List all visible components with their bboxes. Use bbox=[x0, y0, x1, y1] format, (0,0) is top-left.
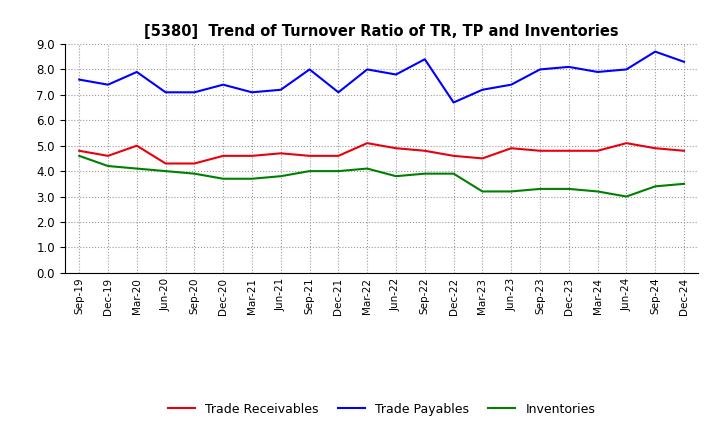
Inventories bbox=[104, 163, 112, 169]
Trade Receivables bbox=[478, 156, 487, 161]
Inventories bbox=[536, 186, 544, 191]
Trade Receivables bbox=[564, 148, 573, 154]
Trade Receivables bbox=[392, 146, 400, 151]
Inventories bbox=[651, 184, 660, 189]
Title: [5380]  Trend of Turnover Ratio of TR, TP and Inventories: [5380] Trend of Turnover Ratio of TR, TP… bbox=[144, 24, 619, 39]
Inventories bbox=[334, 169, 343, 174]
Inventories bbox=[420, 171, 429, 176]
Trade Payables bbox=[363, 67, 372, 72]
Trade Payables bbox=[334, 90, 343, 95]
Trade Receivables bbox=[449, 153, 458, 158]
Trade Payables bbox=[680, 59, 688, 64]
Inventories bbox=[564, 186, 573, 191]
Trade Payables bbox=[622, 67, 631, 72]
Inventories bbox=[75, 153, 84, 158]
Trade Receivables bbox=[248, 153, 256, 158]
Trade Payables bbox=[536, 67, 544, 72]
Trade Payables bbox=[305, 67, 314, 72]
Inventories bbox=[363, 166, 372, 171]
Inventories bbox=[248, 176, 256, 181]
Inventories bbox=[622, 194, 631, 199]
Inventories bbox=[276, 173, 285, 179]
Trade Payables bbox=[161, 90, 170, 95]
Trade Receivables bbox=[680, 148, 688, 154]
Line: Inventories: Inventories bbox=[79, 156, 684, 197]
Trade Receivables bbox=[593, 148, 602, 154]
Trade Receivables bbox=[334, 153, 343, 158]
Trade Payables bbox=[219, 82, 228, 87]
Trade Payables bbox=[75, 77, 84, 82]
Trade Receivables bbox=[276, 150, 285, 156]
Inventories bbox=[449, 171, 458, 176]
Inventories bbox=[593, 189, 602, 194]
Trade Payables bbox=[593, 70, 602, 75]
Trade Payables bbox=[564, 64, 573, 70]
Trade Receivables bbox=[651, 146, 660, 151]
Inventories bbox=[305, 169, 314, 174]
Trade Receivables bbox=[161, 161, 170, 166]
Trade Payables bbox=[132, 70, 141, 75]
Inventories bbox=[507, 189, 516, 194]
Trade Payables bbox=[449, 100, 458, 105]
Inventories bbox=[680, 181, 688, 187]
Line: Trade Receivables: Trade Receivables bbox=[79, 143, 684, 164]
Trade Payables bbox=[507, 82, 516, 87]
Inventories bbox=[219, 176, 228, 181]
Inventories bbox=[392, 173, 400, 179]
Trade Receivables bbox=[622, 140, 631, 146]
Trade Payables bbox=[420, 57, 429, 62]
Trade Receivables bbox=[507, 146, 516, 151]
Trade Payables bbox=[104, 82, 112, 87]
Inventories bbox=[478, 189, 487, 194]
Trade Receivables bbox=[132, 143, 141, 148]
Legend: Trade Receivables, Trade Payables, Inventories: Trade Receivables, Trade Payables, Inven… bbox=[163, 398, 600, 421]
Inventories bbox=[190, 171, 199, 176]
Inventories bbox=[132, 166, 141, 171]
Trade Receivables bbox=[75, 148, 84, 154]
Inventories bbox=[161, 169, 170, 174]
Trade Receivables bbox=[219, 153, 228, 158]
Trade Payables bbox=[392, 72, 400, 77]
Trade Payables bbox=[651, 49, 660, 54]
Trade Receivables bbox=[363, 140, 372, 146]
Trade Receivables bbox=[190, 161, 199, 166]
Trade Payables bbox=[478, 87, 487, 92]
Trade Receivables bbox=[305, 153, 314, 158]
Trade Payables bbox=[190, 90, 199, 95]
Trade Receivables bbox=[104, 153, 112, 158]
Trade Payables bbox=[276, 87, 285, 92]
Line: Trade Payables: Trade Payables bbox=[79, 51, 684, 103]
Trade Payables bbox=[248, 90, 256, 95]
Trade Receivables bbox=[420, 148, 429, 154]
Trade Receivables bbox=[536, 148, 544, 154]
